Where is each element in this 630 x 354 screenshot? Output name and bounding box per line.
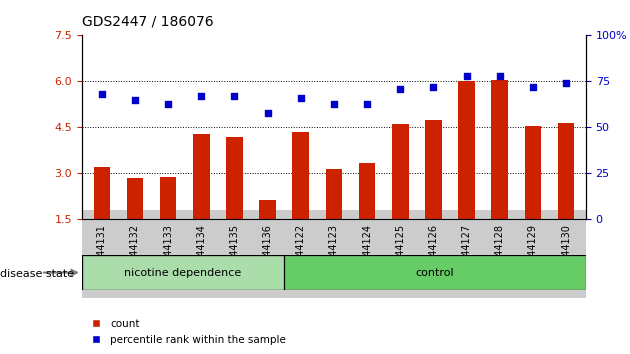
Point	[196, 93, 206, 99]
Point	[495, 73, 505, 79]
Point	[295, 95, 306, 101]
Point	[229, 93, 239, 99]
Bar	[358, 163, 375, 266]
Bar	[260, 200, 276, 266]
Bar	[392, 124, 408, 266]
Point	[428, 84, 438, 90]
Bar	[193, 133, 210, 266]
Text: control: control	[416, 268, 454, 278]
Bar	[292, 132, 309, 266]
Bar	[525, 126, 541, 266]
Point	[528, 84, 538, 90]
Point	[130, 97, 140, 103]
Bar	[558, 123, 575, 266]
Bar	[458, 81, 475, 266]
FancyBboxPatch shape	[82, 255, 284, 290]
Bar	[160, 177, 176, 266]
Text: disease state: disease state	[0, 269, 74, 279]
Point	[97, 91, 107, 97]
Bar	[425, 120, 442, 266]
Point	[329, 101, 339, 106]
Bar	[226, 137, 243, 266]
Text: GDS2447 / 186076: GDS2447 / 186076	[82, 14, 214, 28]
Point	[362, 101, 372, 106]
Point	[462, 73, 472, 79]
Bar	[127, 178, 143, 266]
Point	[263, 110, 273, 115]
Point	[561, 80, 571, 86]
Bar	[491, 80, 508, 266]
Legend: count, percentile rank within the sample: count, percentile rank within the sample	[87, 315, 290, 349]
Point	[395, 86, 405, 92]
Point	[163, 101, 173, 106]
Bar	[326, 169, 342, 266]
Text: nicotine dependence: nicotine dependence	[124, 268, 242, 278]
FancyBboxPatch shape	[284, 255, 586, 290]
Bar	[93, 167, 110, 266]
